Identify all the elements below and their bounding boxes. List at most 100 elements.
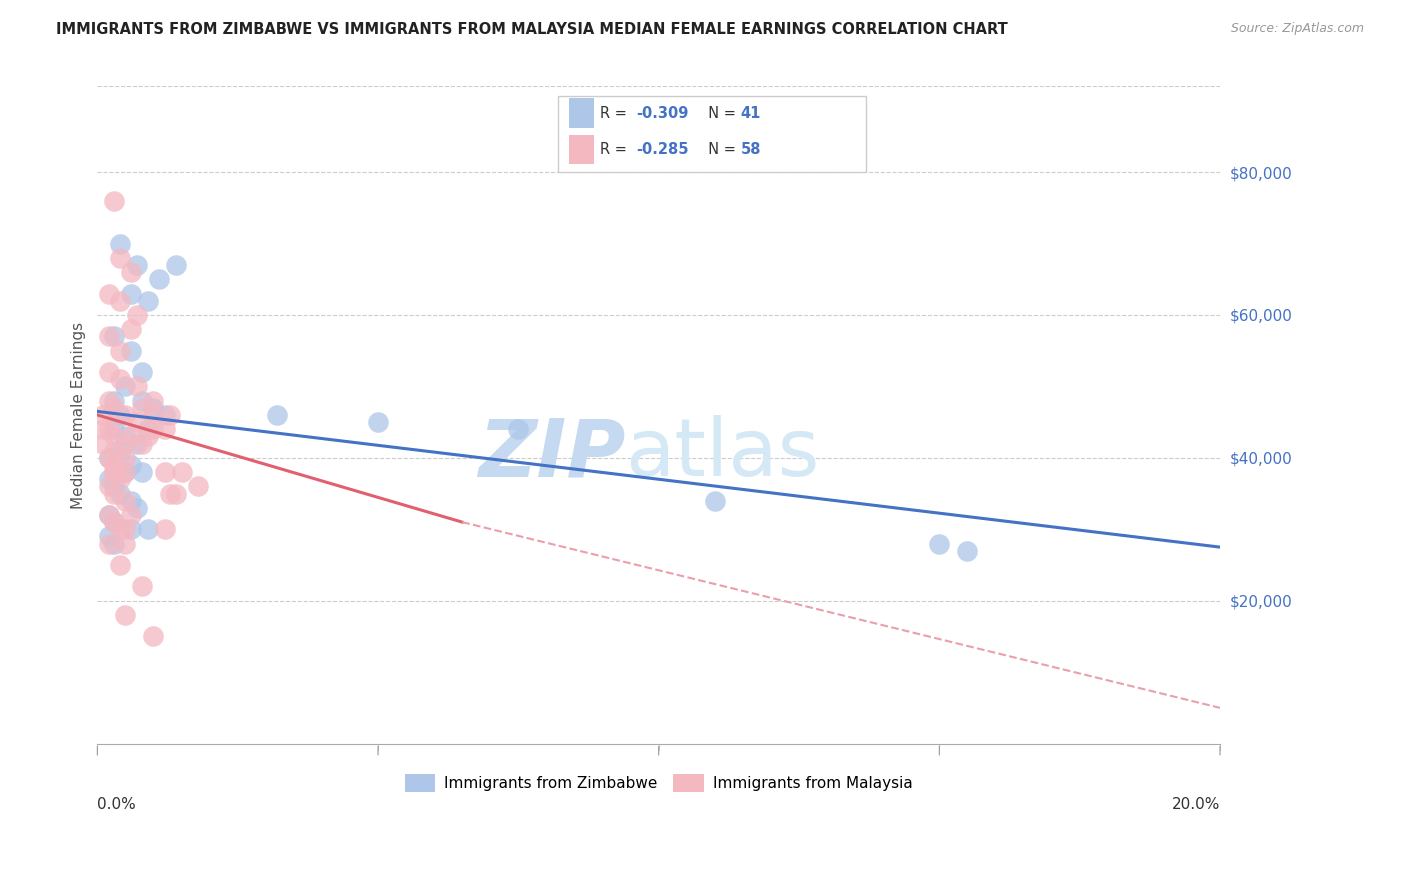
Point (120, 429, 142, 443)
Point (120, 343, 142, 358)
Point (114, 429, 136, 443)
Point (108, 472, 131, 486)
Point (125, 379, 148, 393)
Point (114, 493, 136, 508)
Point (159, 408, 181, 422)
Point (165, 486, 187, 500)
Text: 0.0%: 0.0% (97, 797, 136, 812)
Point (108, 486, 131, 500)
Point (108, 558, 131, 572)
Point (97, 508, 120, 522)
Y-axis label: Median Female Earnings: Median Female Earnings (72, 321, 86, 508)
Point (114, 465, 136, 479)
Text: IMMIGRANTS FROM ZIMBABWE VS IMMIGRANTS FROM MALAYSIA MEDIAN FEMALE EARNINGS CORR: IMMIGRANTS FROM ZIMBABWE VS IMMIGRANTS F… (56, 22, 1008, 37)
Point (103, 401, 125, 415)
Point (131, 465, 153, 479)
Text: atlas: atlas (626, 416, 820, 493)
Point (153, 465, 176, 479)
Point (153, 408, 176, 422)
Point (103, 429, 125, 443)
Point (125, 258, 148, 272)
Point (170, 465, 193, 479)
Point (120, 508, 142, 522)
Point (103, 479, 125, 493)
Point (136, 522, 159, 536)
Point (120, 522, 142, 536)
Point (120, 265, 142, 279)
Text: -0.309: -0.309 (636, 105, 689, 120)
Point (103, 515, 125, 529)
Point (114, 379, 136, 393)
Point (108, 408, 131, 422)
Point (103, 393, 125, 408)
Point (120, 493, 142, 508)
Point (103, 194, 125, 208)
Point (114, 607, 136, 622)
Point (165, 258, 187, 272)
Point (956, 543, 979, 558)
Point (97, 422, 120, 436)
Point (108, 251, 131, 265)
Point (97, 450, 120, 465)
Point (91, 436, 114, 450)
Point (120, 286, 142, 301)
Point (108, 293, 131, 308)
Point (159, 486, 181, 500)
Text: N =: N = (699, 105, 741, 120)
Point (131, 393, 153, 408)
Point (142, 401, 165, 415)
Point (103, 329, 125, 343)
Text: R =: R = (600, 105, 631, 120)
Point (97, 365, 120, 379)
Point (508, 422, 530, 436)
Point (114, 436, 136, 450)
Point (103, 443, 125, 458)
Point (114, 536, 136, 550)
Text: ZIP: ZIP (478, 416, 626, 493)
Point (97, 508, 120, 522)
Point (187, 479, 209, 493)
Point (103, 422, 125, 436)
Point (120, 458, 142, 472)
Point (142, 422, 165, 436)
Point (114, 465, 136, 479)
Text: Source: ZipAtlas.com: Source: ZipAtlas.com (1230, 22, 1364, 36)
Point (97, 329, 120, 343)
Point (367, 415, 389, 429)
Point (125, 308, 148, 322)
Point (97, 529, 120, 543)
Point (108, 343, 131, 358)
Text: 58: 58 (741, 142, 761, 157)
Point (97, 393, 120, 408)
Point (142, 629, 165, 643)
Point (108, 443, 131, 458)
Point (97, 450, 120, 465)
Point (103, 486, 125, 500)
Point (120, 322, 142, 336)
Point (148, 272, 170, 286)
Point (131, 401, 153, 415)
Point (125, 436, 148, 450)
Point (97, 536, 120, 550)
Text: R =: R = (600, 142, 631, 157)
Point (125, 415, 148, 429)
Point (125, 500, 148, 515)
Point (114, 522, 136, 536)
Point (114, 408, 136, 422)
Point (91, 408, 114, 422)
Text: 20.0%: 20.0% (1171, 797, 1220, 812)
Point (103, 515, 125, 529)
Point (136, 429, 159, 443)
Point (142, 408, 165, 422)
Point (108, 236, 131, 251)
Text: -0.285: -0.285 (636, 142, 689, 157)
Point (108, 522, 131, 536)
Point (703, 493, 725, 508)
Point (103, 465, 125, 479)
Point (103, 465, 125, 479)
Point (97, 472, 120, 486)
Legend: Immigrants from Zimbabwe, Immigrants from Malaysia: Immigrants from Zimbabwe, Immigrants fro… (399, 767, 918, 798)
Point (153, 422, 176, 436)
Point (131, 365, 153, 379)
Point (108, 372, 131, 386)
